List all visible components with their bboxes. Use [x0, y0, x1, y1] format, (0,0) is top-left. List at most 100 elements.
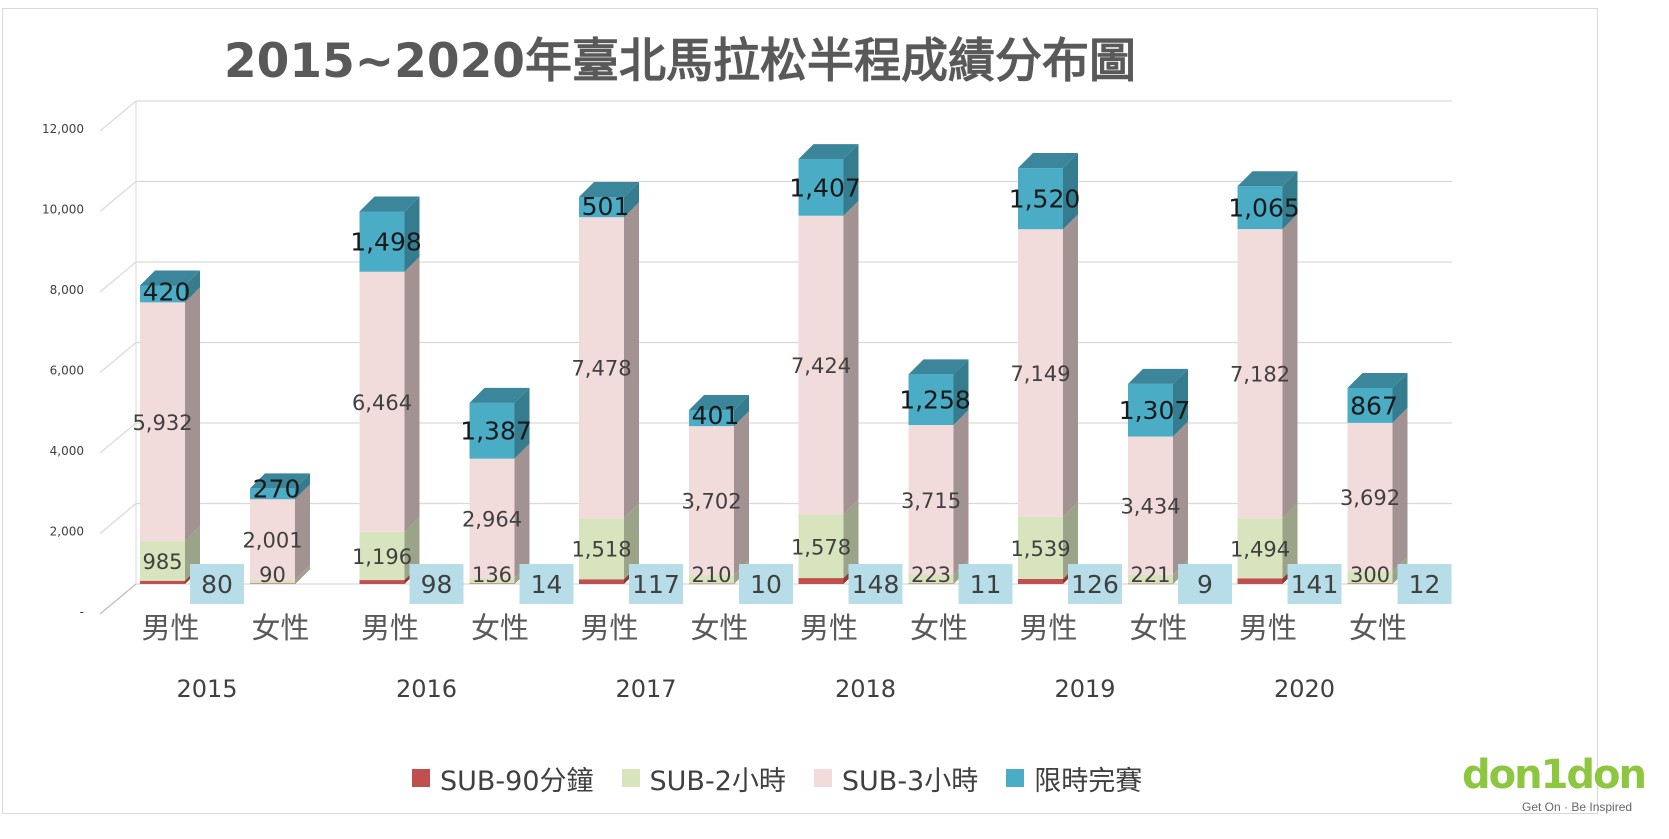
bar-top: [359, 196, 420, 212]
bar-segment: [1347, 583, 1393, 585]
sub90-label-box: [1287, 564, 1342, 604]
bar-top: [250, 473, 310, 489]
bar-segment: [359, 580, 405, 584]
x-year-label: 2016: [396, 675, 457, 703]
x-gender-label: 女性: [690, 611, 748, 645]
bar-top: [1237, 171, 1298, 187]
bar-top: [908, 359, 969, 375]
bar-side: [404, 196, 420, 272]
bar-segment: [689, 575, 734, 584]
bar-segment: [1018, 168, 1063, 230]
bar-segment: [798, 159, 844, 216]
bar-segment: [469, 577, 515, 584]
sub90-label-box: [739, 564, 793, 604]
sub90-label-box: [190, 564, 244, 604]
x-gender-label: 男性: [1019, 611, 1077, 645]
sub90-label: 98: [421, 570, 453, 599]
sub2-label: 136: [472, 563, 512, 587]
sub3-label: 7,149: [1010, 362, 1070, 386]
sub90-label: 9: [1197, 570, 1213, 599]
legend-item: 限時完賽: [1006, 759, 1142, 798]
x-gender-label: 男性: [1239, 611, 1297, 645]
y-tick-label: 10,000: [42, 203, 84, 217]
sub2-label: 223: [911, 563, 951, 587]
finish-label: 401: [692, 401, 740, 430]
y-tick-label: 8,000: [50, 283, 84, 297]
bar-segment: [250, 579, 295, 584]
finish-label: 1,498: [350, 228, 422, 257]
sub3-label: 7,478: [571, 357, 631, 381]
bar-top: [140, 270, 200, 286]
bar-segment: [1018, 516, 1063, 579]
sub3-label: 6,464: [352, 391, 412, 415]
bar-side: [1392, 372, 1408, 423]
bar-segment: [359, 271, 405, 532]
bar-segment: [798, 514, 844, 579]
bar-top: [798, 144, 859, 160]
finish-label: 270: [253, 474, 301, 503]
bar-segment: [579, 518, 624, 580]
sub90-label: 80: [201, 570, 233, 599]
bar-side: [185, 270, 200, 303]
y-tick-label: 12,000: [42, 122, 84, 136]
chart-title: 2015~2020年臺北馬拉松半程成績分布圖: [223, 34, 1136, 89]
x-gender-label: 男性: [580, 611, 638, 645]
bar-segment: [689, 409, 734, 427]
bar-side: [843, 200, 859, 515]
bar-side: [514, 387, 530, 459]
bar-segment: [1128, 583, 1173, 585]
sub2-label: 1,518: [571, 538, 631, 562]
x-gender-label: 女性: [471, 611, 529, 645]
gridline-side: [99, 503, 137, 534]
bar-side: [734, 394, 749, 427]
sub3-label: 3,715: [901, 489, 961, 513]
sub90-label-box: [519, 564, 574, 604]
finish-label: 501: [582, 192, 630, 221]
bar-side: [1282, 503, 1298, 579]
x-year-label: 2019: [1054, 675, 1115, 703]
bar-top: [579, 182, 639, 198]
bar-segment: [1128, 574, 1173, 584]
legend-swatch: [813, 769, 832, 787]
bar-segment: [908, 583, 954, 585]
bar-segment: [1128, 436, 1173, 575]
sub2-label: 90: [259, 563, 286, 587]
sub2-label: 1,494: [1230, 537, 1290, 561]
gridline-side: [99, 181, 137, 212]
sub90-label-box: [1397, 564, 1452, 604]
sub3-label: 2,001: [242, 529, 302, 553]
x-gender-label: 男性: [361, 611, 419, 645]
bar-segment: [1018, 229, 1063, 517]
bar-side: [1282, 171, 1298, 230]
finish-label: 867: [1350, 391, 1398, 420]
x-gender-label: 女性: [251, 611, 309, 645]
sub2-label: 221: [1130, 563, 1170, 587]
bar-side: [734, 411, 749, 576]
bar-segment: [359, 531, 405, 581]
gridline-side: [99, 100, 137, 132]
bar-segment: [1237, 229, 1283, 519]
bar-segment: [908, 374, 954, 426]
y-tick-label: -: [80, 605, 84, 619]
legend-item: SUB-2小時: [621, 759, 786, 798]
sub3-label: 3,434: [1120, 495, 1180, 519]
logo-word: don1don: [1462, 752, 1647, 798]
bar-segment: [140, 302, 185, 542]
sub90-label: 141: [1291, 570, 1339, 599]
sub90-label-box: [1178, 564, 1232, 604]
legend-swatch: [621, 769, 640, 787]
sub90-label: 10: [750, 570, 782, 599]
bar-side: [624, 503, 639, 580]
bar-segment: [359, 211, 405, 272]
bar-side: [953, 410, 969, 575]
sub90-label-box: [629, 564, 683, 604]
sub3-label: 2,964: [462, 507, 522, 531]
gridline-side: [99, 422, 137, 454]
sub90-label-box: [409, 564, 464, 604]
bar-segment: [1347, 422, 1393, 572]
bar-segment: [1347, 571, 1393, 584]
bar-side: [1392, 407, 1408, 572]
bar-segment: [250, 583, 295, 584]
legend-item: SUB-90分鐘: [412, 759, 594, 798]
sub3-label: 7,182: [1230, 363, 1290, 387]
